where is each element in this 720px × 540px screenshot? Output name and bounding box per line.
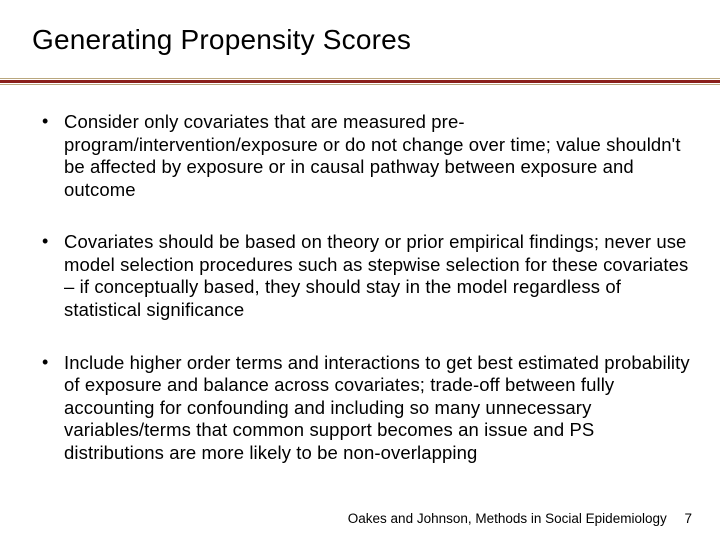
footer: Oakes and Johnson, Methods in Social Epi… bbox=[348, 511, 692, 526]
list-item: Include higher order terms and interacti… bbox=[36, 352, 692, 465]
page-number: 7 bbox=[684, 511, 692, 526]
list-item: Consider only covariates that are measur… bbox=[36, 111, 692, 201]
bullet-list: Consider only covariates that are measur… bbox=[28, 111, 692, 464]
page-title: Generating Propensity Scores bbox=[32, 24, 692, 56]
citation-text: Oakes and Johnson, Methods in Social Epi… bbox=[348, 511, 667, 526]
divider bbox=[28, 78, 692, 85]
slide-container: Generating Propensity Scores Consider on… bbox=[0, 0, 720, 540]
list-item: Covariates should be based on theory or … bbox=[36, 231, 692, 321]
